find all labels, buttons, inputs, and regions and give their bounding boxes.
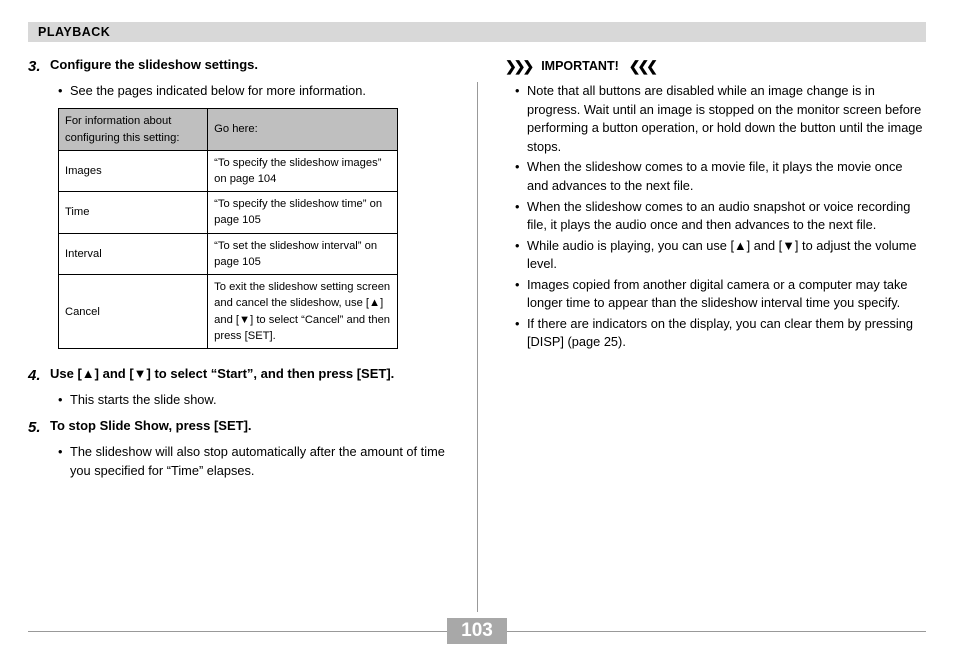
list-item: •Note that all buttons are disabled whil…	[501, 82, 926, 156]
table-head-left: For information about configuring this s…	[59, 109, 208, 150]
left-column: 3. Configure the slideshow settings. • S…	[28, 56, 477, 488]
table-cell: “To specify the slideshow images” on pag…	[208, 150, 398, 191]
bullet-dot: •	[515, 158, 527, 195]
step-4: 4. Use [▲] and [▼] to select “Start”, an…	[28, 365, 453, 387]
table-cell: Interval	[59, 233, 208, 274]
step-5-bullet: • The slideshow will also stop automatic…	[58, 443, 453, 480]
table-cell: “To set the slideshow interval” on page …	[208, 233, 398, 274]
arrow-left-icon: ❮❮❮	[629, 56, 655, 76]
page-footer: 103	[28, 618, 926, 644]
step-title: To stop Slide Show, press [SET].	[50, 417, 453, 439]
page-number: 103	[447, 618, 507, 644]
table-cell: Time	[59, 192, 208, 233]
bullet-dot: •	[58, 391, 70, 410]
bullet-text: Note that all buttons are disabled while…	[527, 82, 926, 156]
step-3: 3. Configure the slideshow settings.	[28, 56, 453, 78]
table-row: Images “To specify the slideshow images”…	[59, 150, 398, 191]
important-label: IMPORTANT!	[541, 57, 619, 75]
table-cell: “To specify the slideshow time” on page …	[208, 192, 398, 233]
column-divider	[477, 82, 478, 612]
table-header-row: For information about configuring this s…	[59, 109, 398, 150]
bullet-dot: •	[58, 443, 70, 480]
list-item: •Images copied from another digital came…	[501, 276, 926, 313]
step-number: 3.	[28, 56, 50, 78]
table-head-right: Go here:	[208, 109, 398, 150]
list-item: •When the slideshow comes to a movie fil…	[501, 158, 926, 195]
step-number: 5.	[28, 417, 50, 439]
bullet-text: See the pages indicated below for more i…	[70, 82, 453, 101]
list-item: •While audio is playing, you can use [▲]…	[501, 237, 926, 274]
bullet-text: If there are indicators on the display, …	[527, 315, 926, 352]
table-row: Interval “To set the slideshow interval”…	[59, 233, 398, 274]
bullet-dot: •	[58, 82, 70, 101]
section-header: PLAYBACK	[28, 22, 926, 42]
right-column: ❯❯❯ IMPORTANT! ❮❮❮ •Note that all button…	[477, 56, 926, 488]
table-cell: Images	[59, 150, 208, 191]
footer-rule-left	[28, 631, 447, 632]
step-title: Configure the slideshow settings.	[50, 56, 453, 78]
step-3-bullet: • See the pages indicated below for more…	[58, 82, 453, 101]
settings-table: For information about configuring this s…	[58, 108, 398, 349]
bullet-text: Images copied from another digital camer…	[527, 276, 926, 313]
bullet-text: The slideshow will also stop automatical…	[70, 443, 453, 480]
bullet-dot: •	[515, 82, 527, 156]
bullet-text: This starts the slide show.	[70, 391, 453, 410]
table-cell: Cancel	[59, 275, 208, 349]
step-number: 4.	[28, 365, 50, 387]
important-heading: ❯❯❯ IMPORTANT! ❮❮❮	[501, 56, 926, 76]
table-row: Cancel To exit the slideshow setting scr…	[59, 275, 398, 349]
bullet-dot: •	[515, 276, 527, 313]
step-5: 5. To stop Slide Show, press [SET].	[28, 417, 453, 439]
bullet-text: When the slideshow comes to a movie file…	[527, 158, 926, 195]
footer-rule-right	[507, 631, 926, 632]
arrow-right-icon: ❯❯❯	[505, 56, 531, 76]
step-title: Use [▲] and [▼] to select “Start”, and t…	[50, 365, 453, 387]
list-item: •When the slideshow comes to an audio sn…	[501, 198, 926, 235]
table-cell: To exit the slideshow setting screen and…	[208, 275, 398, 349]
step-4-bullet: • This starts the slide show.	[58, 391, 453, 410]
bullet-dot: •	[515, 315, 527, 352]
bullet-text: When the slideshow comes to an audio sna…	[527, 198, 926, 235]
bullet-text: While audio is playing, you can use [▲] …	[527, 237, 926, 274]
table-row: Time “To specify the slideshow time” on …	[59, 192, 398, 233]
list-item: •If there are indicators on the display,…	[501, 315, 926, 352]
bullet-dot: •	[515, 198, 527, 235]
bullet-dot: •	[515, 237, 527, 274]
important-list: •Note that all buttons are disabled whil…	[501, 82, 926, 352]
